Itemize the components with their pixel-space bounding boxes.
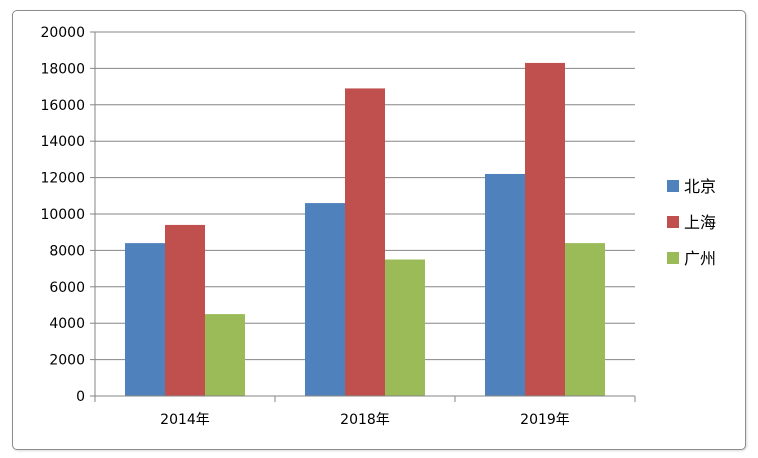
legend-label: 上海	[684, 213, 716, 232]
bar-北京-2018年	[305, 203, 345, 396]
y-tick-label: 20000	[40, 25, 85, 41]
x-tick-label: 2019年	[520, 412, 570, 428]
y-tick-label: 0	[76, 389, 85, 405]
bar-广州-2014年	[205, 314, 245, 396]
y-tick-label: 12000	[40, 171, 85, 187]
y-tick-label: 8000	[49, 243, 85, 259]
y-tick-label: 6000	[49, 280, 85, 296]
y-tick-label: 16000	[40, 98, 85, 114]
bar-北京-2019年	[485, 173, 525, 396]
bar-上海-2019年	[525, 62, 565, 396]
x-tick-label: 2014年	[160, 412, 210, 428]
y-tick-label: 18000	[40, 61, 85, 77]
bar-广州-2018年	[385, 259, 425, 396]
bars	[125, 62, 605, 397]
legend-swatch-上海	[667, 216, 679, 228]
y-tick-label: 2000	[49, 353, 85, 369]
legend-swatch-广州	[667, 252, 679, 264]
x-tick-label: 2018年	[340, 412, 390, 428]
y-tick-label: 10000	[40, 207, 85, 223]
y-tick-labels: 0 2000 4000 6000 8000 10000 12000 14000 16000 180…	[40, 25, 85, 405]
x-tick-labels: 2014年 2018年 2019年	[160, 412, 570, 428]
legend-label: 广州	[684, 249, 716, 268]
legend-swatch-北京	[667, 180, 679, 192]
y-tick-label: 4000	[49, 316, 85, 332]
legend-label: 北京	[684, 177, 716, 196]
bar-广州-2019年	[565, 243, 605, 396]
bar-北京-2014年	[125, 243, 165, 396]
axes	[90, 31, 636, 402]
bar-上海-2018年	[345, 88, 385, 397]
y-tick-label: 14000	[40, 134, 85, 150]
bar-上海-2014年	[165, 224, 205, 396]
